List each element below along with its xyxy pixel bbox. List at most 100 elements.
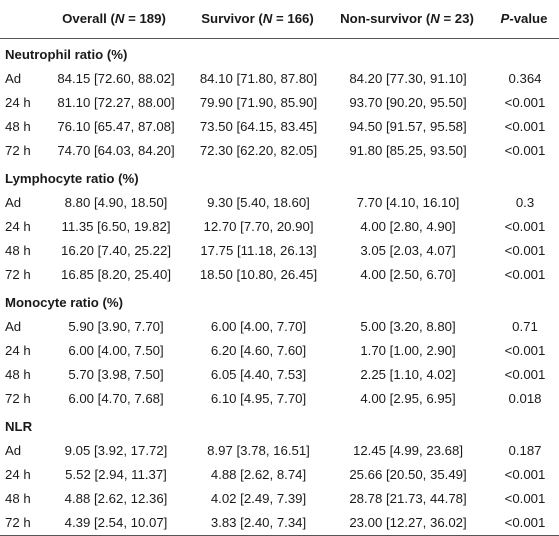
nonsurvivor-value: 91.80 [85.25, 93.50] <box>349 143 467 159</box>
header-survivor: Survivor (N = 166) <box>190 0 325 39</box>
table-row: 48 h 5.70 [3.98, 7.50] 6.05 [4.40, 7.53] 2.… <box>0 363 559 387</box>
survivor-value: 79.90 [71.90, 85.90] <box>199 95 318 111</box>
table-row: 72 h 6.00 [4.70, 7.68] 6.10 [4.95, 7.70] 4.… <box>0 387 559 411</box>
header-label <box>0 0 38 39</box>
survivor-value: 8.97 [3.78, 16.51] <box>207 443 310 459</box>
nonsurvivor-value: 3.05 [2.03, 4.07] <box>360 243 456 259</box>
table-row: 72 h 4.39 [2.54, 10.07] 3.83 [2.40, 7.34] 2… <box>0 511 559 536</box>
overall-value: 9.05 [3.92, 17.72] <box>64 443 168 459</box>
survivor-value: 72.30 [62.20, 82.05] <box>199 143 318 159</box>
time-label: 24 h <box>5 467 31 483</box>
table-row: 48 h 4.88 [2.62, 12.36] 4.02 [2.49, 7.39] 2… <box>0 487 559 511</box>
time-label: 72 h <box>5 267 31 283</box>
table-row: 24 h 6.00 [4.00, 7.50] 6.20 [4.60, 7.60] 1.… <box>0 339 559 363</box>
overall-value: 5.52 [2.94, 11.37] <box>65 467 167 483</box>
p-value: <0.001 <box>504 467 546 483</box>
time-label: 24 h <box>5 95 31 111</box>
p-value: <0.001 <box>504 143 546 159</box>
overall-value: 8.80 [4.90, 18.50] <box>64 195 168 211</box>
overall-value: 4.88 [2.62, 12.36] <box>64 491 168 507</box>
time-label: 72 h <box>0 511 38 536</box>
survivor-value: 73.50 [64.15, 83.45] <box>199 119 318 135</box>
nonsurvivor-value: 5.00 [3.20, 8.80] <box>360 319 456 335</box>
section-header-row: Neutrophil ratio (%) <box>0 39 559 68</box>
p-value: <0.001 <box>504 95 546 111</box>
p-value: <0.001 <box>504 119 546 135</box>
section-header-row: Lymphocyte ratio (%) <box>0 163 559 191</box>
p-value: <0.001 <box>489 511 559 536</box>
p-value: <0.001 <box>504 243 546 259</box>
time-label: 48 h <box>5 119 31 135</box>
table-row: Ad 84.15 [72.60, 88.02] 84.10 [71.80, 87.8… <box>0 67 559 91</box>
header-row: Overall (N = 189) Survivor (N = 166) Non… <box>0 0 559 39</box>
time-label: 48 h <box>5 491 31 507</box>
p-value: <0.001 <box>504 491 546 507</box>
time-label: 24 h <box>5 343 31 359</box>
table-row: Ad 9.05 [3.92, 17.72] 8.97 [3.78, 16.51] 12… <box>0 439 559 463</box>
table-row: Ad 5.90 [3.90, 7.70] 6.00 [4.00, 7.70] 5.00… <box>0 315 559 339</box>
survivor-value: 4.88 [2.62, 8.74] <box>210 467 307 483</box>
time-label: 72 h <box>5 143 31 159</box>
time-label: Ad <box>5 443 22 459</box>
overall-value: 6.00 [4.00, 7.50] <box>68 343 164 359</box>
nonsurvivor-value: 93.70 [90.20, 95.50] <box>349 95 467 111</box>
overall-value: 81.10 [72.27, 88.00] <box>57 95 175 111</box>
overall-value: 76.10 [65.47, 87.08] <box>57 119 175 135</box>
time-label: 24 h <box>5 219 31 235</box>
survivor-value: 4.02 [2.49, 7.39] <box>210 491 307 507</box>
table-row: 72 h 16.85 [8.20, 25.40] 18.50 [10.80, 26.… <box>0 263 559 287</box>
table-row: 24 h 5.52 [2.94, 11.37] 4.88 [2.62, 8.74] 2… <box>0 463 559 487</box>
survivor-value: 6.00 [4.00, 7.70] <box>210 319 307 335</box>
nonsurvivor-value: 4.00 [2.80, 4.90] <box>360 219 456 235</box>
nonsurvivor-value: 1.70 [1.00, 2.90] <box>360 343 456 359</box>
section-header-row: Monocyte ratio (%) <box>0 287 559 315</box>
nonsurvivor-value: 2.25 [1.10, 4.02] <box>360 367 456 383</box>
nonsurvivor-value: 94.50 [91.57, 95.58] <box>349 119 467 135</box>
overall-value: 4.39 [2.54, 10.07] <box>38 511 190 536</box>
time-label: Ad <box>5 195 22 211</box>
table-row: 24 h 11.35 [6.50, 19.82] 12.70 [7.70, 20.9… <box>0 215 559 239</box>
nonsurvivor-value: 28.78 [21.73, 44.78] <box>349 491 467 507</box>
section-header-row: NLR <box>0 411 559 439</box>
time-label: 72 h <box>5 391 31 407</box>
survivor-value: 6.05 [4.40, 7.53] <box>210 367 307 383</box>
time-label: 48 h <box>5 367 31 383</box>
table-row: 48 h 76.10 [65.47, 87.08] 73.50 [64.15, 83… <box>0 115 559 139</box>
nonsurvivor-value: 4.00 [2.95, 6.95] <box>360 391 456 407</box>
nonsurvivor-value: 12.45 [4.99, 23.68] <box>353 443 463 459</box>
survivor-value: 3.83 [2.40, 7.34] <box>190 511 325 536</box>
time-label: Ad <box>5 71 22 87</box>
overall-value: 74.70 [64.03, 84.20] <box>57 143 175 159</box>
section-title: Lymphocyte ratio (%) <box>5 171 139 187</box>
table-row: 48 h 16.20 [7.40, 25.22] 17.75 [11.18, 26.… <box>0 239 559 263</box>
survivor-value: 6.10 [4.95, 7.70] <box>210 391 307 407</box>
nonsurvivor-value: 25.66 [20.50, 35.49] <box>349 467 467 483</box>
section-title: NLR <box>5 419 33 435</box>
survivor-value: 9.30 [5.40, 18.60] <box>207 195 310 211</box>
header-nonsurvivor: Non-survivor (N = 23) <box>325 0 489 39</box>
p-value: <0.001 <box>504 367 546 383</box>
header-overall: Overall (N = 189) <box>38 0 190 39</box>
table-row: Ad 8.80 [4.90, 18.50] 9.30 [5.40, 18.60] 7.… <box>0 191 559 215</box>
survivor-value: 17.75 [11.18, 26.13] <box>200 243 317 259</box>
time-label: Ad <box>5 319 22 335</box>
header-pvalue: P-value <box>489 0 559 39</box>
nonsurvivor-value: 4.00 [2.50, 6.70] <box>360 267 456 283</box>
p-value: 0.018 <box>508 391 542 407</box>
survivor-value: 18.50 [10.80, 26.45] <box>199 267 318 283</box>
nonsurvivor-value: 84.20 [77.30, 91.10] <box>349 71 467 87</box>
survivor-value: 6.20 [4.60, 7.60] <box>210 343 307 359</box>
table-header: Overall (N = 189) Survivor (N = 166) Non… <box>0 0 559 39</box>
overall-value: 6.00 [4.70, 7.68] <box>68 391 164 407</box>
overall-value: 5.90 [3.90, 7.70] <box>68 319 164 335</box>
p-value: <0.001 <box>504 219 546 235</box>
time-label: 48 h <box>5 243 31 259</box>
p-value: 0.187 <box>508 443 542 459</box>
p-value: <0.001 <box>504 267 546 283</box>
overall-value: 5.70 [3.98, 7.50] <box>68 367 164 383</box>
overall-value: 16.85 [8.20, 25.40] <box>61 267 171 283</box>
section-title: Monocyte ratio (%) <box>5 295 123 311</box>
p-value: 0.71 <box>512 319 538 335</box>
section-title: Neutrophil ratio (%) <box>5 47 128 63</box>
